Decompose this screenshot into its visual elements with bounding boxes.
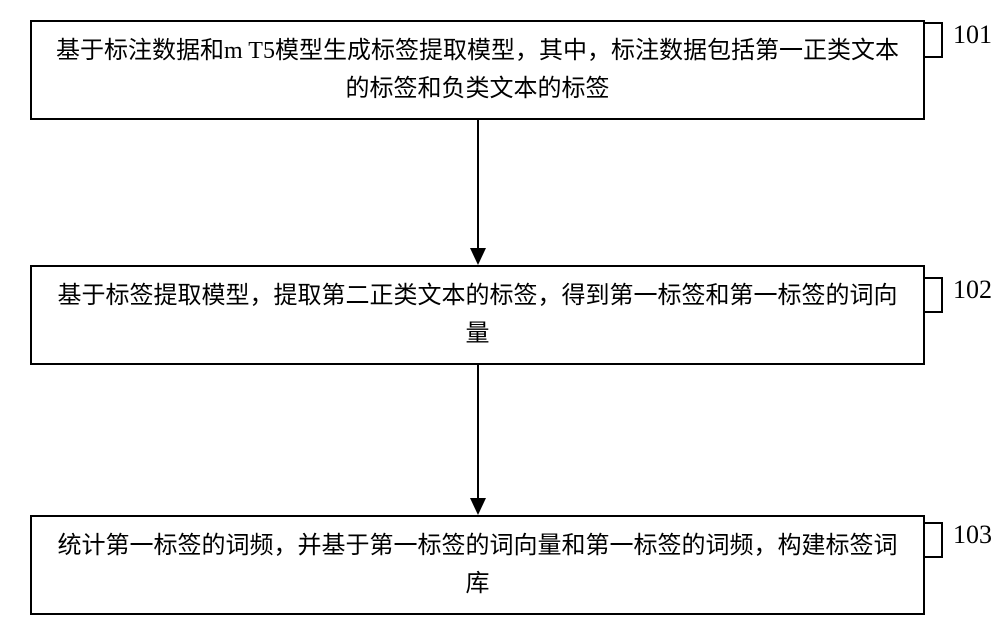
flow-step-2-label: 102 (953, 275, 992, 305)
arrow-1-to-2 (470, 120, 486, 265)
flow-step-1-text: 基于标注数据和m T5模型生成标签提取模型，其中，标注数据包括第一正类文本的标签… (52, 32, 903, 109)
flow-step-3: 统计第一标签的词频，并基于第一标签的词向量和第一标签的词频，构建标签词库 (30, 515, 925, 615)
flow-step-3-label: 103 (953, 520, 992, 550)
flow-step-3-text: 统计第一标签的词频，并基于第一标签的词向量和第一标签的词频，构建标签词库 (52, 527, 903, 604)
flow-step-3-bracket (925, 522, 943, 558)
flow-step-2-bracket (925, 277, 943, 313)
flow-step-2: 基于标签提取模型，提取第二正类文本的标签，得到第一标签和第一标签的词向量 (30, 265, 925, 365)
flow-step-1-bracket (925, 22, 943, 58)
flowchart-canvas: 基于标注数据和m T5模型生成标签提取模型，其中，标注数据包括第一正类文本的标签… (0, 0, 1000, 635)
flow-step-2-text: 基于标签提取模型，提取第二正类文本的标签，得到第一标签和第一标签的词向量 (52, 277, 903, 354)
arrow-2-to-3 (470, 365, 486, 515)
flow-step-1: 基于标注数据和m T5模型生成标签提取模型，其中，标注数据包括第一正类文本的标签… (30, 20, 925, 120)
flow-step-1-label: 101 (953, 20, 992, 50)
